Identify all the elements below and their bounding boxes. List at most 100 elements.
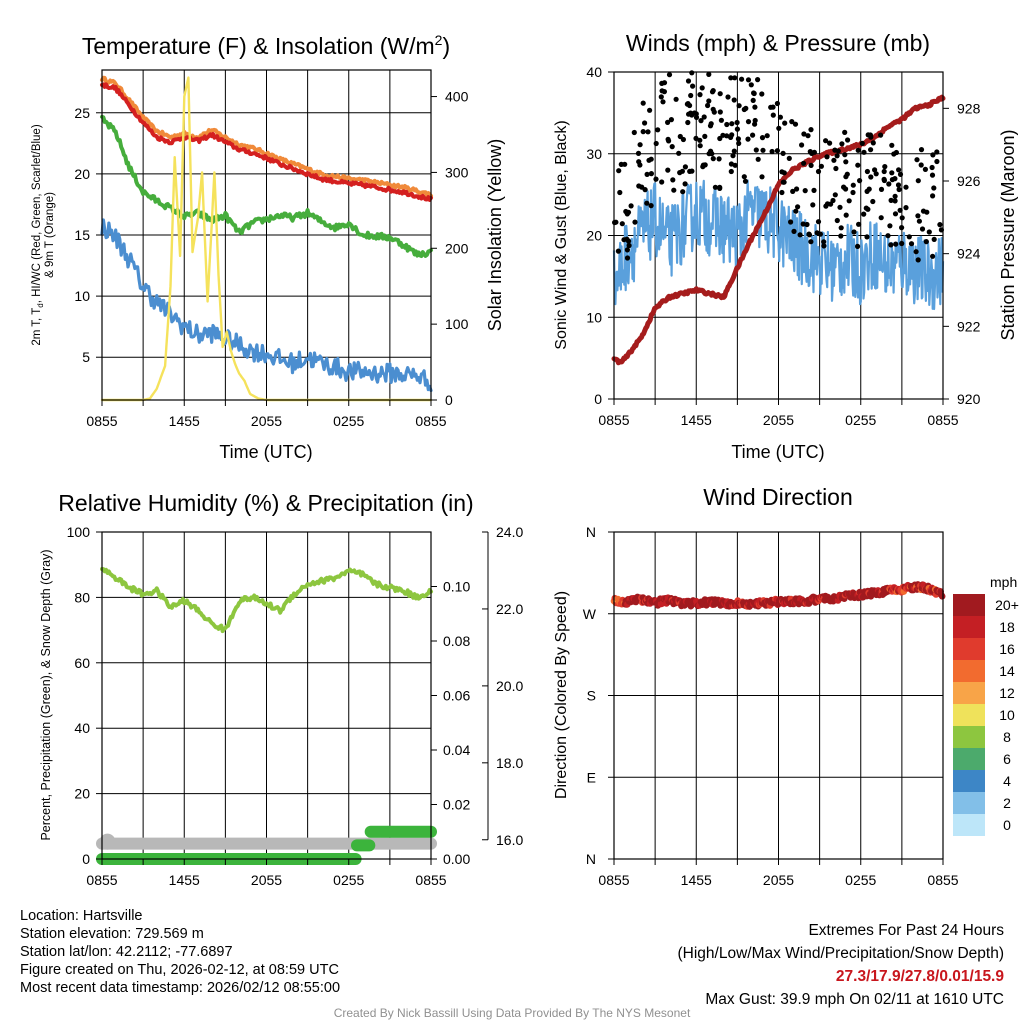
humidity-title: Relative Humidity (%) & Precipitation (i… bbox=[58, 490, 473, 516]
winds-gust-point bbox=[873, 171, 879, 177]
precip-ytick-label: 0.04 bbox=[443, 742, 470, 758]
colorbar-swatch bbox=[953, 616, 985, 638]
winds-gust-point bbox=[811, 149, 818, 155]
max-gust: Max Gust: 39.9 mph On 02/11 at 1610 UTC bbox=[705, 991, 1004, 1008]
winds-gust-point bbox=[930, 193, 936, 199]
winds-gust-point bbox=[625, 209, 632, 215]
colorbar-label: 18 bbox=[999, 619, 1015, 635]
winds-gust-point bbox=[764, 133, 770, 139]
winds-xlabel: Time (UTC) bbox=[731, 442, 824, 462]
winds-gust-point bbox=[855, 243, 861, 249]
humidity-xtick-label: 0855 bbox=[86, 872, 117, 888]
winds-gust-point bbox=[708, 121, 714, 127]
winds-gust-point bbox=[915, 178, 921, 184]
winds-gust-point bbox=[931, 185, 937, 191]
temperature-xtick-label: 1455 bbox=[169, 413, 200, 429]
winds-gust-point bbox=[892, 198, 898, 204]
winds-gust-point bbox=[644, 200, 650, 206]
winds-gust-point bbox=[752, 104, 758, 110]
winds-gust-point bbox=[710, 156, 716, 162]
winds-gust-point bbox=[636, 183, 642, 189]
temperature-ytick-right-label: 100 bbox=[445, 316, 469, 332]
winds-xtick-label: 0255 bbox=[845, 412, 876, 428]
winds-gust-point bbox=[701, 114, 707, 120]
winds-gust-point bbox=[929, 164, 935, 171]
winds-title: Winds (mph) & Pressure (mb) bbox=[626, 30, 930, 56]
winds-gust-point bbox=[915, 213, 921, 219]
winds-gust-point bbox=[699, 85, 705, 91]
winds-gust-point bbox=[870, 198, 876, 205]
winds-gust-point bbox=[918, 162, 924, 168]
winds-gust-point bbox=[736, 103, 742, 109]
winds-gust-point bbox=[831, 157, 837, 163]
colorbar-swatch bbox=[953, 770, 985, 792]
winds-gust-point bbox=[736, 140, 742, 146]
winds-gust-point bbox=[676, 150, 682, 156]
winds-gust-point bbox=[728, 75, 734, 81]
winds-gust-point bbox=[872, 167, 878, 173]
winds-gust-point bbox=[682, 164, 689, 170]
winds-gust-point bbox=[759, 91, 765, 97]
humidity-ytick-label: 20 bbox=[74, 786, 90, 802]
snow-ytick-label: 24.0 bbox=[496, 524, 523, 540]
winds-ytick-right-label: 926 bbox=[957, 173, 981, 189]
winds-gust-point bbox=[929, 172, 936, 178]
speed-colorbar: 20+ 18 16 14 12 10 8 6 4 2 0 bbox=[953, 594, 1019, 836]
winds-xtick-label: 2055 bbox=[763, 412, 794, 428]
winds-gust-point bbox=[617, 189, 623, 196]
winds-gust-point bbox=[716, 156, 722, 162]
humidity-panel: Relative Humidity (%) & Precipitation (i… bbox=[39, 490, 523, 888]
winds-gust-point bbox=[739, 76, 745, 82]
winds-gust-point bbox=[919, 226, 926, 232]
winds-gust-point bbox=[891, 151, 897, 157]
winds-gust-point bbox=[645, 129, 651, 135]
temperature-ylabel-left: 2m T, Td, HI/WC (Red, Green, Scarlet/Blu… bbox=[31, 124, 45, 345]
winds-gust-point bbox=[619, 221, 625, 227]
humidity-xtick-label: 0855 bbox=[415, 872, 446, 888]
winds-gust-point bbox=[897, 207, 903, 213]
winds-gust-point bbox=[851, 229, 857, 235]
winds-gust-point bbox=[835, 148, 841, 154]
humidity-ytick-label: 40 bbox=[74, 720, 90, 736]
winds-gust-point bbox=[750, 132, 756, 138]
winds-gust-point bbox=[861, 149, 867, 155]
winds-gust-point bbox=[916, 218, 923, 224]
winds-gust-point bbox=[688, 110, 694, 116]
winds-gust-point bbox=[648, 203, 654, 209]
colorbar-label: 2 bbox=[1003, 795, 1011, 811]
winds-gust-point bbox=[689, 70, 695, 76]
winds-gust-point bbox=[706, 98, 712, 104]
winds-series-sonic-wind bbox=[612, 179, 945, 311]
winds-gust-point bbox=[621, 237, 627, 243]
winds-gust-point bbox=[710, 106, 716, 112]
winds-gust-point bbox=[908, 241, 915, 247]
winds-gust-point bbox=[774, 100, 781, 107]
winds-gust-point bbox=[913, 249, 919, 255]
temperature-ytick-label: 15 bbox=[74, 227, 90, 243]
winds-gust-point bbox=[666, 138, 672, 144]
winds-gust-point bbox=[705, 102, 711, 109]
winds-gust-point bbox=[732, 162, 738, 168]
winds-gust-point bbox=[734, 119, 740, 126]
temperature-series-2m bbox=[100, 82, 433, 202]
winds-gust-point bbox=[805, 133, 811, 139]
direction-point bbox=[938, 593, 946, 600]
winds-gust-point bbox=[808, 239, 814, 245]
winds-gust-point bbox=[690, 83, 696, 89]
winds-gust-point bbox=[815, 219, 822, 225]
station-location: Location: Hartsville bbox=[20, 908, 143, 924]
winds-gust-point bbox=[930, 152, 936, 158]
winds-gust-point bbox=[644, 171, 650, 177]
winds-gust-point bbox=[755, 156, 761, 162]
winds-gust-point bbox=[774, 148, 781, 154]
winds-gust-point bbox=[725, 94, 731, 100]
station-info: Location: Hartsville Station elevation: … bbox=[20, 907, 340, 997]
winds-gust-point bbox=[660, 99, 666, 105]
direction-ytick-label: E bbox=[587, 769, 596, 785]
winds-gust-point bbox=[882, 164, 888, 170]
winds-gust-point bbox=[653, 140, 659, 147]
precip-ytick-label: 0.06 bbox=[443, 688, 470, 704]
snow-ytick-label: 20.0 bbox=[496, 678, 523, 694]
winds-gust-point bbox=[878, 186, 885, 192]
